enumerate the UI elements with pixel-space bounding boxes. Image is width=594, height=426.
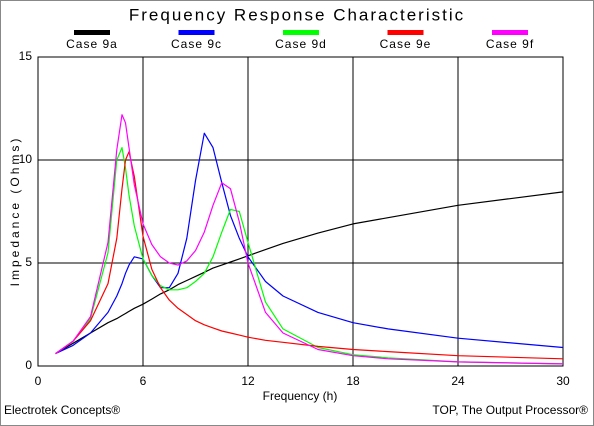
x-tick-label: 18 (346, 374, 360, 388)
legend-swatch (492, 30, 528, 35)
y-tick-label: 5 (25, 255, 32, 269)
x-tick-label: 12 (241, 374, 255, 388)
series-line (55, 132, 564, 355)
legend-label: Case 9d (275, 37, 327, 51)
legend-label: Case 9f (486, 37, 534, 51)
x-axis-label: Frequency (h) (263, 389, 338, 403)
x-tick-label: 24 (451, 374, 465, 388)
y-axis-label: Impedance (Ohms) (8, 136, 22, 287)
footer-right: TOP, The Output Processor® (432, 403, 588, 417)
legend-swatch (387, 30, 424, 35)
legend-label: Case 9e (380, 37, 432, 51)
series-line (55, 191, 564, 355)
legend-label: Case 9a (66, 37, 118, 51)
series-line (55, 151, 564, 360)
footer-left: Electrotek Concepts® (4, 403, 120, 417)
y-tick-label: 10 (19, 152, 33, 166)
y-tick-label: 0 (25, 358, 32, 372)
x-tick-label: 6 (140, 374, 147, 388)
series-line (55, 114, 564, 365)
legend-swatch (178, 30, 215, 35)
legend-label: Case 9c (171, 37, 222, 51)
series-line (55, 147, 564, 365)
legend-swatch (283, 30, 319, 35)
y-tick-label: 15 (19, 49, 33, 63)
x-tick-label: 0 (35, 374, 42, 388)
chart-title: Frequency Response Characteristic (129, 5, 465, 24)
x-tick-label: 30 (556, 374, 570, 388)
legend-swatch (74, 30, 110, 35)
